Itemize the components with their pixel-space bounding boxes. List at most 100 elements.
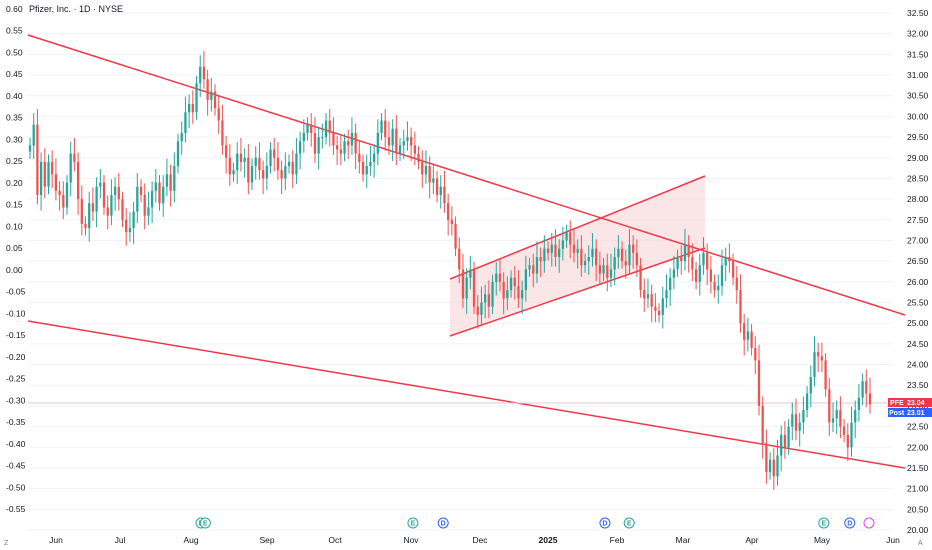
candle-body [576,248,579,253]
x-tick-label: Nov [403,535,419,545]
x-tick-label: Feb [610,535,625,545]
event-marker-label: E [203,521,208,528]
right-tick-label: 22.00 [907,442,929,452]
candle-body [295,153,298,175]
candle-body [36,124,39,195]
candle-body [465,277,468,299]
candle-body [857,397,861,411]
right-tick-label: 27.50 [907,215,929,225]
candle-body [69,153,72,183]
candle-body [88,203,91,229]
candle-body [698,265,701,282]
pfe-price-badge [905,398,932,407]
candle-body [313,132,317,154]
candle-body [217,108,220,121]
candle-body [99,182,102,187]
candle-body [754,348,757,361]
dividend-marker [437,517,449,529]
candle-body [402,141,405,146]
candle-body [513,277,516,286]
candle-body [506,290,509,299]
candle-body [228,157,231,175]
right-tick-label: 29.00 [907,153,929,163]
candle-body [558,248,561,258]
drawings [27,34,906,469]
candle-body [310,124,313,133]
candle-body [136,186,139,212]
candle-body [650,294,653,307]
candle-body [54,174,58,191]
candle-body [239,153,243,162]
candle-body [665,290,668,299]
candle-body [95,186,98,212]
right-tick-label: 29.50 [907,132,929,142]
candle-body [572,244,576,253]
candle-body [724,257,727,266]
candle-body [591,248,594,258]
candle-body [106,207,109,216]
left-tick-label: 0.55 [6,26,23,36]
candle-body [213,91,217,109]
candle-body [224,145,228,158]
candle-body [676,257,679,270]
candle-body [632,244,635,253]
candle-body [162,186,165,204]
candle-body [128,228,132,233]
candle-body [287,161,291,167]
candle-body [720,265,724,286]
candle-body [250,166,254,183]
candle-body [354,132,357,154]
event-marker-label: D [847,521,852,528]
right-tick-label: 30.00 [907,111,929,121]
candle-body [491,281,494,307]
corner-left-label: Z [4,540,9,547]
candle-body [247,157,250,183]
candle-body [484,294,487,303]
candle-body [580,248,583,266]
candle-body [780,434,783,456]
candle-body [169,174,172,191]
candle-body [528,265,531,270]
candle-body [165,174,169,187]
candle-body [391,128,394,146]
x-tick-label: Jul [115,535,126,545]
event-marker-label: D [602,521,607,528]
x-tick-label: Oct [328,535,342,545]
candle-body [261,170,265,179]
candle-body [335,145,339,150]
event-marker-label: E [627,521,632,528]
candle-body [387,137,391,146]
candle-body [680,257,683,262]
left-tick-label: -0.55 [6,504,26,514]
candle-body [273,149,276,158]
candle-body [746,331,750,340]
candle-body [125,219,128,233]
candle-body [395,128,398,154]
candle-body [291,161,294,175]
candle-body [524,269,528,291]
candle-body [32,124,35,146]
candle-body [561,240,565,249]
candle-body [776,455,779,477]
left-axis: 0.60 0.55 0.50 0.45 0.40 0.35 0.30 0.25 0.20 0.15… [6,4,26,514]
candle-body [117,186,120,200]
channel-lower-line [449,247,706,337]
candle-body [620,248,624,262]
candle-body [609,269,613,278]
right-tick-label: 21.50 [907,463,929,473]
pfe-label-badge [888,398,905,407]
candle-body [121,199,124,220]
pfe-price: 23.04 [907,400,925,407]
candle-body [654,306,657,311]
candle-body [76,161,80,200]
candle-body [461,269,465,299]
candle-body [757,360,761,406]
left-tick-label: -0.50 [6,482,26,492]
candle-body [417,153,420,162]
candle-body [587,257,590,262]
candle-body [846,434,849,448]
candle-body [458,248,461,270]
dividend-marker [599,517,611,529]
right-tick-label: 28.50 [907,173,929,183]
